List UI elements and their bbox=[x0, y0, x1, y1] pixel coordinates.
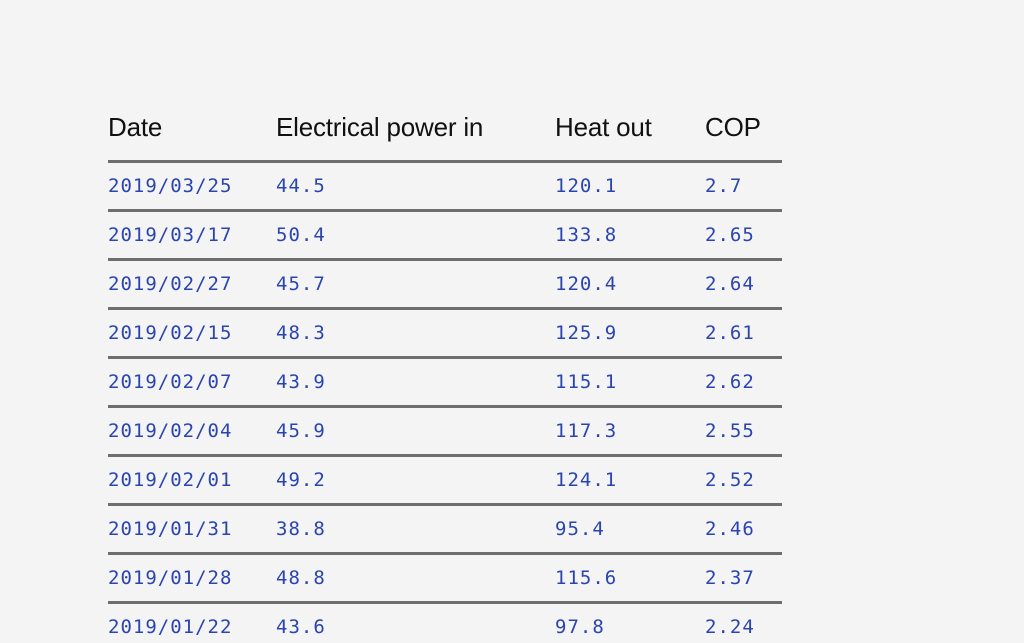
table-row: 2019/03/25 44.5 120.1 2.7 bbox=[108, 161, 782, 212]
cell-electrical-power-in: 43.9 bbox=[276, 357, 555, 408]
column-header-electrical-power-in: Electrical power in bbox=[276, 94, 555, 163]
cell-date: 2019/02/07 bbox=[108, 357, 276, 408]
cell-cop: 2.52 bbox=[705, 455, 782, 506]
cell-electrical-power-in: 44.5 bbox=[276, 161, 555, 212]
column-header-date: Date bbox=[108, 94, 276, 163]
cell-cop: 2.37 bbox=[705, 553, 782, 604]
cell-date: 2019/02/15 bbox=[108, 308, 276, 359]
cell-electrical-power-in: 45.9 bbox=[276, 406, 555, 457]
cell-electrical-power-in: 38.8 bbox=[276, 504, 555, 555]
table-row: 2019/02/15 48.3 125.9 2.61 bbox=[108, 308, 782, 359]
cell-heat-out: 95.4 bbox=[555, 504, 705, 555]
table-row: 2019/03/17 50.4 133.8 2.65 bbox=[108, 210, 782, 261]
cell-electrical-power-in: 49.2 bbox=[276, 455, 555, 506]
cell-electrical-power-in: 45.7 bbox=[276, 259, 555, 310]
column-header-heat-out: Heat out bbox=[555, 94, 705, 163]
cell-cop: 2.55 bbox=[705, 406, 782, 457]
cell-heat-out: 125.9 bbox=[555, 308, 705, 359]
cell-heat-out: 124.1 bbox=[555, 455, 705, 506]
cell-electrical-power-in: 48.3 bbox=[276, 308, 555, 359]
data-table: Date Electrical power in Heat out COP 20… bbox=[108, 94, 782, 643]
cell-heat-out: 97.8 bbox=[555, 616, 605, 638]
table-body: 2019/03/25 44.5 120.1 2.7 2019/03/17 50.… bbox=[108, 161, 782, 643]
cell-heat-out: 120.4 bbox=[555, 259, 705, 310]
cell-date: 2019/02/01 bbox=[108, 455, 276, 506]
cell-heat-out: 115.1 bbox=[555, 357, 705, 408]
cell-cop: 2.46 bbox=[705, 504, 782, 555]
cell-cop: 2.64 bbox=[705, 259, 782, 310]
table-row: 2019/02/04 45.9 117.3 2.55 bbox=[108, 406, 782, 457]
cell-cop: 2.61 bbox=[705, 308, 782, 359]
column-header-cop: COP bbox=[705, 94, 782, 163]
cell-electrical-power-in: 50.4 bbox=[276, 210, 555, 261]
table-header: Date Electrical power in Heat out COP bbox=[108, 94, 782, 163]
cell-cop: 2.65 bbox=[705, 210, 782, 261]
cell-heat-out: 115.6 bbox=[555, 553, 705, 604]
table-row: 2019/02/07 43.9 115.1 2.62 bbox=[108, 357, 782, 408]
table-row: 2019/01/22 43.6 97.8 2.24 bbox=[108, 603, 782, 643]
cell-date: 2019/02/27 bbox=[108, 259, 276, 310]
cell-cop: 2.7 bbox=[705, 161, 782, 212]
cell-electrical-power-in: 48.8 bbox=[276, 553, 555, 604]
cell-date: 2019/01/31 bbox=[108, 504, 276, 555]
header-row: Date Electrical power in Heat out COP bbox=[108, 94, 782, 163]
cell-date: 2019/01/22 bbox=[108, 616, 233, 638]
table-row: 2019/02/27 45.7 120.4 2.64 bbox=[108, 259, 782, 310]
cell-date: 2019/02/04 bbox=[108, 406, 276, 457]
table-row: 2019/01/31 38.8 95.4 2.46 bbox=[108, 504, 782, 555]
cell-cop: 2.62 bbox=[705, 357, 782, 408]
cell-heat-out: 117.3 bbox=[555, 406, 705, 457]
cell-date: 2019/03/17 bbox=[108, 210, 276, 261]
cell-electrical-power-in: 43.6 bbox=[276, 616, 326, 638]
cell-heat-out: 120.1 bbox=[555, 161, 705, 212]
cell-heat-out: 133.8 bbox=[555, 210, 705, 261]
table-row: 2019/02/01 49.2 124.1 2.52 bbox=[108, 455, 782, 506]
cell-date: 2019/01/28 bbox=[108, 553, 276, 604]
table-row: 2019/01/28 48.8 115.6 2.37 bbox=[108, 553, 782, 604]
cell-date: 2019/03/25 bbox=[108, 161, 276, 212]
cell-cop: 2.24 bbox=[705, 616, 755, 638]
